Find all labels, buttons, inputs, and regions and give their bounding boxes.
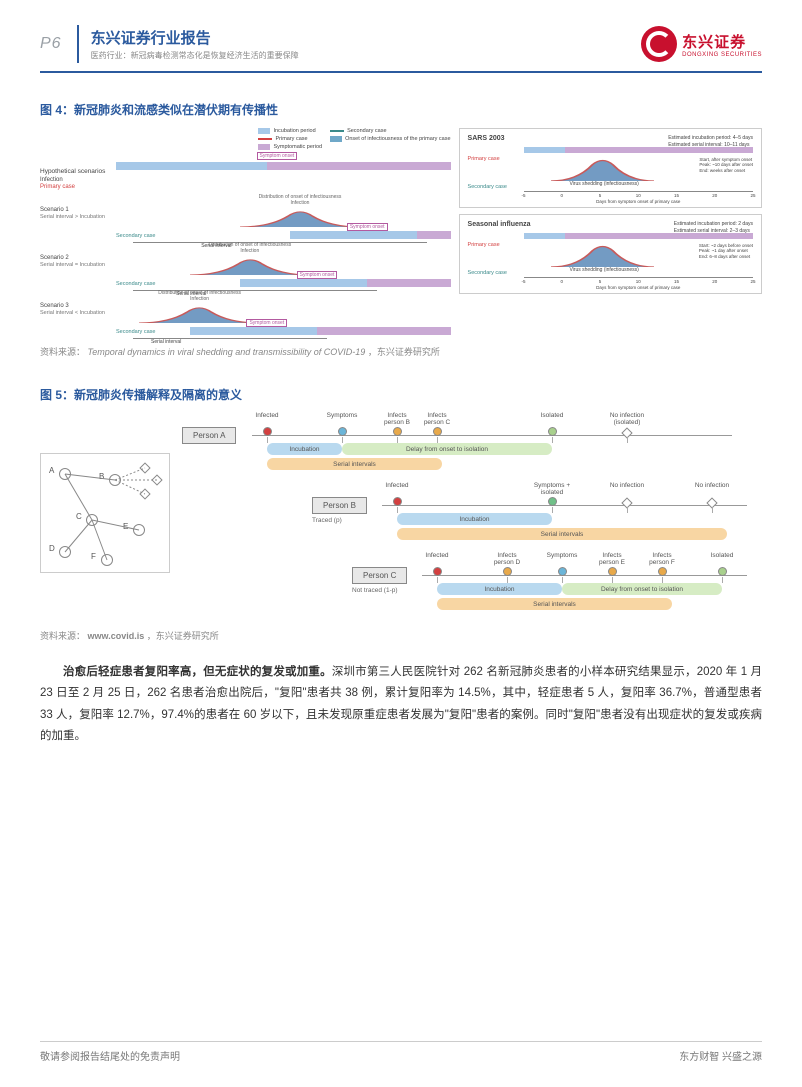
network-node	[59, 546, 71, 558]
content: 图 4：新冠肺炎和流感类似在潜伏期有传播性 Incubation period P…	[0, 73, 802, 747]
header-titles: 东兴证券行业报告 医药行业：新冠病毒检测常态化是恢复经济生活的重要保障	[91, 27, 642, 61]
primary-case-label: Primary case	[40, 184, 110, 191]
source-suffix: ，东兴证券研究所	[147, 631, 219, 641]
fig4-hypo-labels: Hypothetical scenarios Infection Primary…	[40, 156, 110, 191]
timeline-event: No infection	[687, 483, 737, 509]
legend-item: Secondary case	[330, 128, 450, 134]
timeline-event: Infects person E	[587, 553, 637, 576]
timeline-bar: Serial intervals	[397, 528, 727, 540]
timeline-event: Isolated	[527, 413, 577, 436]
page-footer: 敬请参阅报告结尾处的免责声明 东方财智 兴盛之源	[40, 1041, 762, 1063]
report-subtitle: 医药行业：新冠病毒检测常态化是恢复经济生活的重要保障	[91, 50, 642, 61]
timeline-bar: Incubation	[397, 513, 552, 525]
timeline-event: No infection (isolated)	[602, 413, 652, 439]
infection-label: Infection	[40, 177, 110, 184]
incub-bar	[116, 162, 267, 170]
fig5-timelines: Person A Infected Symptoms Infects perso…	[182, 413, 762, 623]
timeline-event: Infected	[242, 413, 292, 436]
logo: 东兴证券 DONGXING SECURITIES	[641, 26, 762, 62]
network-node	[133, 524, 145, 536]
network-diamond	[139, 489, 150, 500]
fig5-source: 资料来源： www.covid.is ，东兴证券研究所	[40, 629, 762, 642]
fig4-source: 资料来源： Temporal dynamics in viral sheddin…	[40, 345, 762, 358]
legend-item: Onset of infectiousness of the primary c…	[330, 136, 450, 142]
fig4-hypo-vis: Symptom onset	[116, 156, 451, 176]
timeline-event: Infects person D	[482, 553, 532, 576]
fig4-legend: Incubation period Primary case Symptomatic…	[40, 128, 451, 150]
symp-bar	[267, 162, 451, 170]
timeline-event: Infected	[412, 553, 462, 576]
fig4-right: SARS 2003 Estimated incubation period: 4…	[459, 128, 762, 339]
timeline-event: Isolated	[697, 553, 747, 576]
network-diamond	[139, 463, 150, 474]
symptom-onset-box: Symptom onset	[257, 152, 298, 160]
scenario-row: Scenario 1Serial interval > Incubation D…	[40, 195, 451, 243]
network-node	[109, 474, 121, 486]
fig5-title: 图 5：新冠肺炎传播解释及隔离的意义	[40, 386, 762, 403]
network-node	[86, 514, 98, 526]
person-tag: Person B	[312, 497, 367, 514]
fig4-panel: Seasonal influenza Estimated incubation …	[459, 214, 762, 294]
fig4-panel: SARS 2003 Estimated incubation period: 4…	[459, 128, 762, 208]
legend-item: Primary case	[258, 136, 322, 142]
fig5-network: ABCDEF	[40, 453, 170, 573]
timeline-bar: Incubation	[437, 583, 562, 595]
body-paragraph: 治愈后轻症患者复阳率高，但无症状的复发或加重。深圳市第三人民医院针对 262 名…	[40, 662, 762, 747]
timeline-bar: Delay from onset to isolation	[562, 583, 722, 595]
source-suffix: ，东兴证券研究所	[368, 347, 440, 357]
person-tag: Person A	[182, 427, 236, 444]
timeline-event: Infects person F	[637, 553, 687, 576]
logo-text-en: DONGXING SECURITIES	[682, 52, 762, 58]
fig5-chart: ABCDEF Person A Infected Symptoms Infect…	[40, 413, 762, 623]
logo-text-cn: 东兴证券	[682, 31, 762, 52]
para-bold: 治愈后轻症患者复阳率高，但无症状的复发或加重。	[63, 666, 332, 678]
timeline-bar: Serial intervals	[267, 458, 442, 470]
source-text: www.covid.is	[88, 631, 145, 641]
fig4-chart: Incubation period Primary case Symptomatic…	[40, 128, 762, 339]
person-timeline: Person A Infected Symptoms Infects perso…	[182, 413, 762, 475]
timeline-bar: Delay from onset to isolation	[342, 443, 552, 455]
hypo-header: Hypothetical scenarios	[40, 168, 110, 176]
timeline-bar: Serial intervals	[437, 598, 672, 610]
header-divider	[77, 25, 79, 63]
fig4-title: 图 4：新冠肺炎和流感类似在潜伏期有传播性	[40, 101, 762, 118]
network-node	[59, 468, 71, 480]
source-text: Temporal dynamics in viral shedding and …	[88, 347, 366, 357]
logo-icon	[641, 26, 677, 62]
timeline-event: Symptoms + isolated	[527, 483, 577, 506]
source-label: 资料来源：	[40, 631, 85, 641]
timeline-event: Infects person C	[412, 413, 462, 436]
person-tag: Person C	[352, 567, 407, 584]
timeline-event: No infection	[602, 483, 652, 509]
person-sub: Traced (p)	[312, 517, 342, 524]
person-timeline: Person C Not traced (1-p) Infected Infect…	[182, 553, 762, 615]
legend-item: Symptomatic period	[258, 144, 322, 150]
legend-item: Incubation period	[258, 128, 322, 134]
person-sub: Not traced (1-p)	[352, 587, 398, 594]
page-header: P6 东兴证券行业报告 医药行业：新冠病毒检测常态化是恢复经济生活的重要保障 东…	[0, 0, 802, 71]
network-diamond	[151, 475, 162, 486]
report-title: 东兴证券行业报告	[91, 27, 642, 48]
timeline-bar: Incubation	[267, 443, 342, 455]
fig4-hypo-row: Hypothetical scenarios Infection Primary…	[40, 156, 451, 191]
scenario-row: Scenario 3Serial interval < Incubation D…	[40, 291, 451, 339]
timeline-event: Symptoms	[537, 553, 587, 576]
person-timeline: Person B Traced (p) Infected Symptoms + i…	[182, 483, 762, 545]
footer-left: 敬请参阅报告结尾处的免责声明	[40, 1048, 180, 1063]
page-number: P6	[40, 35, 62, 53]
network-node	[101, 554, 113, 566]
fig4-left: Incubation period Primary case Symptomatic…	[40, 128, 451, 339]
timeline-event: Symptoms	[317, 413, 367, 436]
footer-right: 东方财智 兴盛之源	[679, 1048, 762, 1063]
scenario-row: Scenario 2Serial interval = Incubation D…	[40, 243, 451, 291]
timeline-event: Infected	[372, 483, 422, 506]
source-label: 资料来源：	[40, 347, 85, 357]
